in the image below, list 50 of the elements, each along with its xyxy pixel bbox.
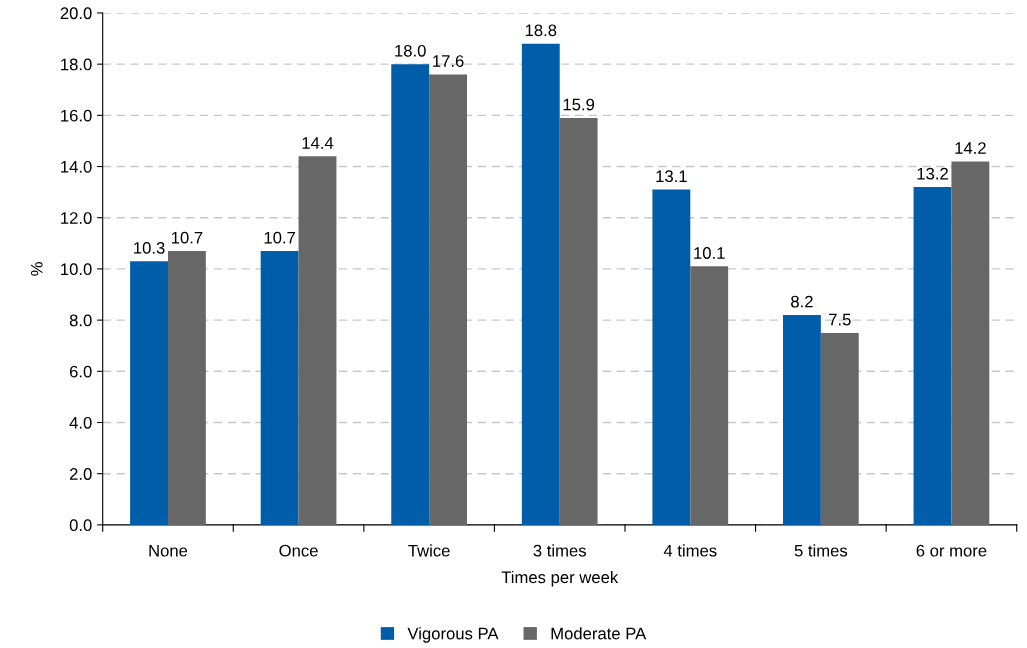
bar <box>167 251 206 525</box>
y-tick-label: 10.0 <box>61 263 92 276</box>
bar <box>783 314 821 525</box>
data-label: 17.6 <box>433 55 464 67</box>
data-label: 8.2 <box>791 295 813 308</box>
data-label: 14.4 <box>302 137 334 149</box>
data-label: 7.5 <box>829 313 851 326</box>
bar <box>559 117 598 525</box>
data-label: 10.1 <box>694 247 725 259</box>
bar <box>820 332 859 525</box>
bar <box>130 261 168 525</box>
data-label: 18.8 <box>525 24 557 37</box>
x-tick-label: 5 times <box>794 544 848 557</box>
bar <box>913 187 952 525</box>
data-label: 14.2 <box>955 142 986 154</box>
x-tick-label: Once <box>279 544 318 557</box>
bar <box>690 266 729 525</box>
x-axis-title: Times per week <box>501 570 619 587</box>
x-tick-label: None <box>149 544 188 557</box>
legend-label: Vigorous PA <box>407 627 499 643</box>
y-tick-label: 16.0 <box>61 109 92 122</box>
y-tick-label: 6.0 <box>69 365 92 378</box>
x-tick-label: 3 times <box>533 544 586 557</box>
bar <box>391 64 430 525</box>
y-tick-label: 20.0 <box>60 7 92 20</box>
data-label: 10.7 <box>264 231 296 244</box>
bar <box>951 161 990 525</box>
x-tick-label: 4 times <box>663 544 717 557</box>
data-label: 13.2 <box>917 167 948 180</box>
y-tick-label: 0.0 <box>69 519 92 532</box>
data-label: 18.0 <box>395 44 426 57</box>
y-tick-label: 8.0 <box>69 314 92 327</box>
bar <box>429 74 468 525</box>
data-label: 13.1 <box>656 170 687 183</box>
y-tick-label: 2.0 <box>69 468 92 480</box>
y-tick-label: 18.0 <box>61 58 92 71</box>
y-tick-label: 14.0 <box>61 160 92 173</box>
legend-label: Moderate PA <box>551 627 647 640</box>
data-label: 15.9 <box>563 98 595 111</box>
bar <box>260 251 299 525</box>
bar <box>652 189 691 525</box>
x-tick-label: 6 or more <box>916 544 987 557</box>
data-label: 10.7 <box>171 231 203 244</box>
y-axis-title: % <box>30 262 43 276</box>
y-tick-label: 12.0 <box>61 212 92 224</box>
x-tick-label: Twice <box>408 544 450 557</box>
bar <box>521 43 560 525</box>
y-tick-label: 4.0 <box>69 416 92 429</box>
data-label: 10.3 <box>134 241 165 254</box>
bar <box>298 156 337 525</box>
